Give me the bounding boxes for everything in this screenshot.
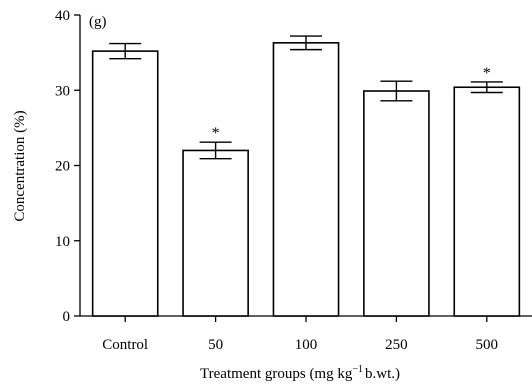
y-axis-label: Concentration (%) — [12, 110, 28, 221]
bar-500 — [453, 86, 521, 317]
x-tick-label: 50 — [208, 337, 223, 353]
bar-250 — [363, 90, 430, 317]
bar-Control — [91, 50, 159, 317]
y-tick-label: 10 — [55, 234, 70, 250]
x-axis-label-tail: b.wt.) — [365, 366, 400, 382]
x-tick-label: 250 — [385, 337, 408, 353]
significance-marker: * — [212, 125, 220, 142]
x-tick-label: 500 — [476, 337, 499, 353]
y-tick-label: 40 — [55, 8, 70, 24]
x-tick-label: Control — [102, 337, 148, 353]
x-tick-label: 100 — [295, 337, 318, 353]
y-tick-label: 30 — [55, 83, 70, 99]
y-tick-label: 0 — [63, 309, 71, 325]
bar-100 — [272, 42, 340, 317]
significance-marker: * — [483, 65, 491, 82]
panel-label: (g) — [89, 14, 107, 30]
y-tick-label: 20 — [55, 159, 70, 175]
x-axis-label-superscript: −1 — [352, 364, 363, 375]
x-axis-label: Treatment groups (mg kg−1 b.wt.) — [200, 364, 400, 382]
x-axis-label-main: Treatment groups (mg kg — [200, 366, 353, 382]
bar-50 — [182, 149, 249, 317]
plot-area: 0 10 20 30 40 Control * 50 100 250 * 500 — [55, 8, 532, 353]
